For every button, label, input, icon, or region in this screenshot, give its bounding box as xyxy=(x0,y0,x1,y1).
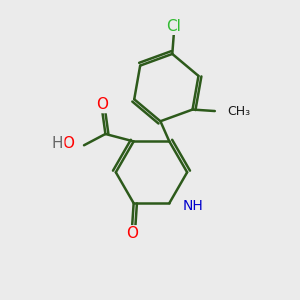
Text: O: O xyxy=(126,226,138,241)
Text: Cl: Cl xyxy=(166,19,181,34)
Text: CH₃: CH₃ xyxy=(227,104,250,118)
Text: O: O xyxy=(62,136,74,151)
Text: H: H xyxy=(52,136,63,151)
Text: NH: NH xyxy=(183,199,203,213)
Text: O: O xyxy=(96,97,108,112)
